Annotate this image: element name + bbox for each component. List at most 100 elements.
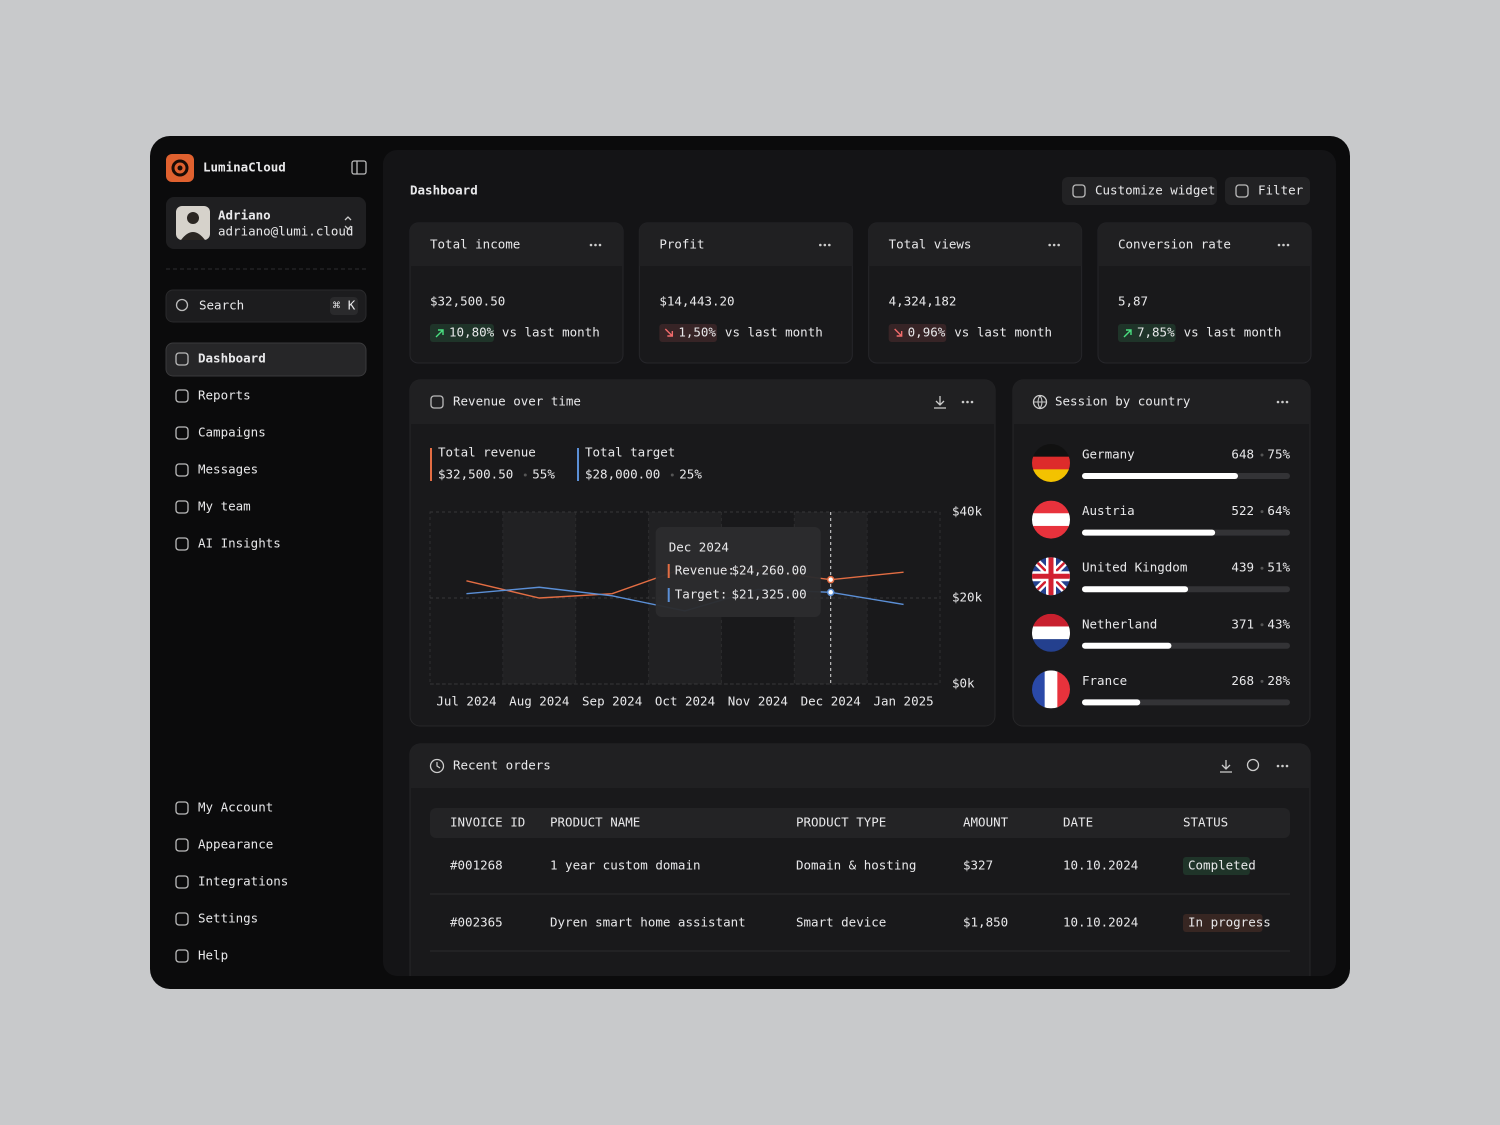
bar (1082, 699, 1141, 706)
app-name: LuminaCloud (203, 160, 286, 175)
y-tick-label: $40k (952, 504, 983, 519)
flag-part (1032, 444, 1070, 458)
trend-arrow (435, 329, 444, 338)
nav-item[interactable]: Messages (198, 462, 258, 477)
header-button[interactable] (1225, 177, 1310, 205)
country-name: Austria (1082, 503, 1135, 518)
separator-dot (1260, 510, 1264, 514)
kpi-title: Profit (659, 237, 704, 252)
nav-item[interactable]: Integrations (198, 874, 288, 889)
icon (175, 500, 189, 514)
nav-item[interactable]: Reports (198, 388, 251, 403)
kpi-change-badge (659, 324, 717, 342)
separator-dot (1260, 679, 1264, 683)
more-icon[interactable] (961, 400, 965, 404)
more-icon[interactable] (1281, 400, 1284, 404)
x-tick-label: Jul 2024 (436, 694, 496, 709)
more-icon[interactable] (1057, 243, 1060, 247)
table-cell: Smart device (796, 915, 886, 930)
x-tick-label: Aug 2024 (509, 694, 569, 709)
separator-dot (523, 473, 527, 477)
table-cell: $327 (963, 858, 993, 873)
country-name: Netherland (1082, 616, 1157, 631)
x-tick-label: Sep 2024 (582, 694, 642, 709)
nav-item[interactable]: AI Insights (198, 536, 281, 551)
icon (175, 426, 189, 440)
more-icon[interactable] (1276, 764, 1280, 768)
flag-part (1032, 513, 1070, 527)
more-icon[interactable] (1282, 243, 1285, 247)
nav-item[interactable]: Campaigns (198, 425, 266, 440)
legend-swatch (430, 448, 432, 481)
more-icon[interactable] (1052, 243, 1056, 247)
search-icon[interactable] (1246, 758, 1260, 772)
kpi-change: 10,80% (449, 325, 495, 340)
flag-part (1032, 469, 1070, 482)
avatar-body (181, 232, 205, 240)
page-title: Dashboard (410, 183, 478, 198)
nav-item[interactable]: Appearance (198, 837, 273, 852)
more-icon[interactable] (823, 243, 827, 247)
more-icon[interactable] (966, 400, 969, 404)
kpi-value: 4,324,182 (889, 294, 957, 309)
more-icon[interactable] (589, 243, 593, 247)
icon (1235, 184, 1249, 198)
kpi-change-badge (1117, 324, 1176, 342)
nav-item[interactable]: Dashboard (198, 351, 266, 366)
more-icon[interactable] (819, 243, 822, 247)
country-share: 51% (1267, 560, 1290, 575)
kpi-card-header (868, 223, 1082, 266)
series-share: 55% (532, 467, 555, 482)
icon (175, 949, 189, 963)
table-cell: $1,850 (963, 915, 1008, 930)
table-cell: #001268 (450, 858, 503, 873)
flag-part (1032, 456, 1070, 470)
country-count: 439 (1231, 560, 1254, 575)
kpi-note: vs last month (502, 325, 600, 340)
more-icon[interactable] (1285, 400, 1289, 404)
flag-part (1057, 670, 1070, 709)
more-icon[interactable] (598, 243, 602, 247)
nav-item[interactable]: Help (198, 948, 228, 963)
more-icon[interactable] (1285, 764, 1289, 768)
kpi-change-badge (430, 324, 494, 342)
header-button[interactable] (1062, 177, 1217, 205)
country-name: Germany (1082, 447, 1135, 462)
download-icon[interactable] (1220, 760, 1232, 773)
series-share: 25% (679, 467, 702, 482)
search-placeholder: Search (199, 298, 244, 313)
nav-item[interactable]: Settings (198, 911, 258, 926)
kpi-title: Conversion rate (1118, 237, 1231, 252)
search-shortcut: ⌘ K (333, 298, 356, 313)
header-button-label[interactable]: Filter (1258, 183, 1304, 198)
tooltip-swatch (667, 564, 670, 578)
more-icon[interactable] (594, 243, 597, 247)
more-icon[interactable] (1277, 243, 1281, 247)
download-icon[interactable] (934, 396, 946, 409)
more-icon[interactable] (970, 400, 974, 404)
more-icon[interactable] (1048, 243, 1051, 247)
kpi-title: Total income (430, 237, 520, 252)
table-cell: Dyren smart home assistant (550, 915, 746, 930)
more-icon[interactable] (1276, 400, 1280, 404)
more-icon[interactable] (828, 243, 831, 247)
status-badge (1183, 914, 1263, 932)
sidebar-toggle[interactable] (351, 160, 367, 175)
hover-point (826, 575, 835, 584)
kpi-value: $14,443.20 (659, 294, 734, 309)
user-card[interactable] (166, 197, 366, 249)
tooltip-swatch (667, 588, 670, 602)
table-cell: 1 year custom domain (550, 858, 701, 873)
nav-item[interactable]: My team (198, 499, 251, 514)
clock-hands (436, 762, 441, 769)
more-icon[interactable] (1286, 243, 1290, 247)
nav-item[interactable]: My Account (198, 800, 273, 815)
hover-point (826, 588, 835, 597)
kpi-note: vs last month (1184, 325, 1282, 340)
header-button-label[interactable]: Customize widget (1095, 183, 1215, 198)
search-box[interactable] (165, 289, 367, 323)
country-count: 522 (1231, 503, 1254, 518)
country-flag (1032, 670, 1070, 709)
country-flag (1032, 444, 1070, 482)
more-icon[interactable] (1281, 764, 1284, 768)
